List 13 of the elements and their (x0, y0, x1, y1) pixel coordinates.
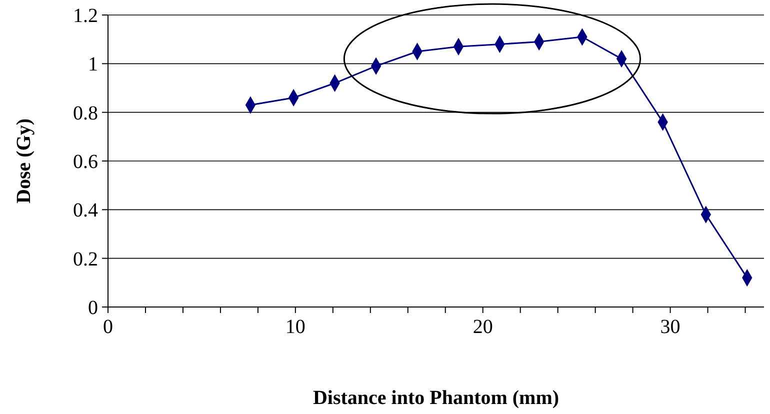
y-tick-label: 0 (88, 297, 98, 319)
x-tick-label: 30 (660, 316, 680, 338)
y-tick-label: 1 (88, 54, 98, 76)
y-tick-label: 0.8 (73, 102, 98, 124)
y-tick-label: 1.2 (73, 5, 98, 27)
x-tick-label: 10 (285, 316, 306, 338)
x-axis-title: Distance into Phantom (mm) (312, 387, 560, 409)
y-tick-label: 0.6 (73, 151, 98, 173)
x-tick-label: 0 (103, 316, 113, 338)
y-tick-label: 0.4 (73, 200, 98, 222)
x-tick-label: 20 (472, 316, 493, 338)
y-axis-title: Dose (Gy) (13, 118, 35, 204)
y-tick-label: 0.2 (73, 248, 98, 270)
